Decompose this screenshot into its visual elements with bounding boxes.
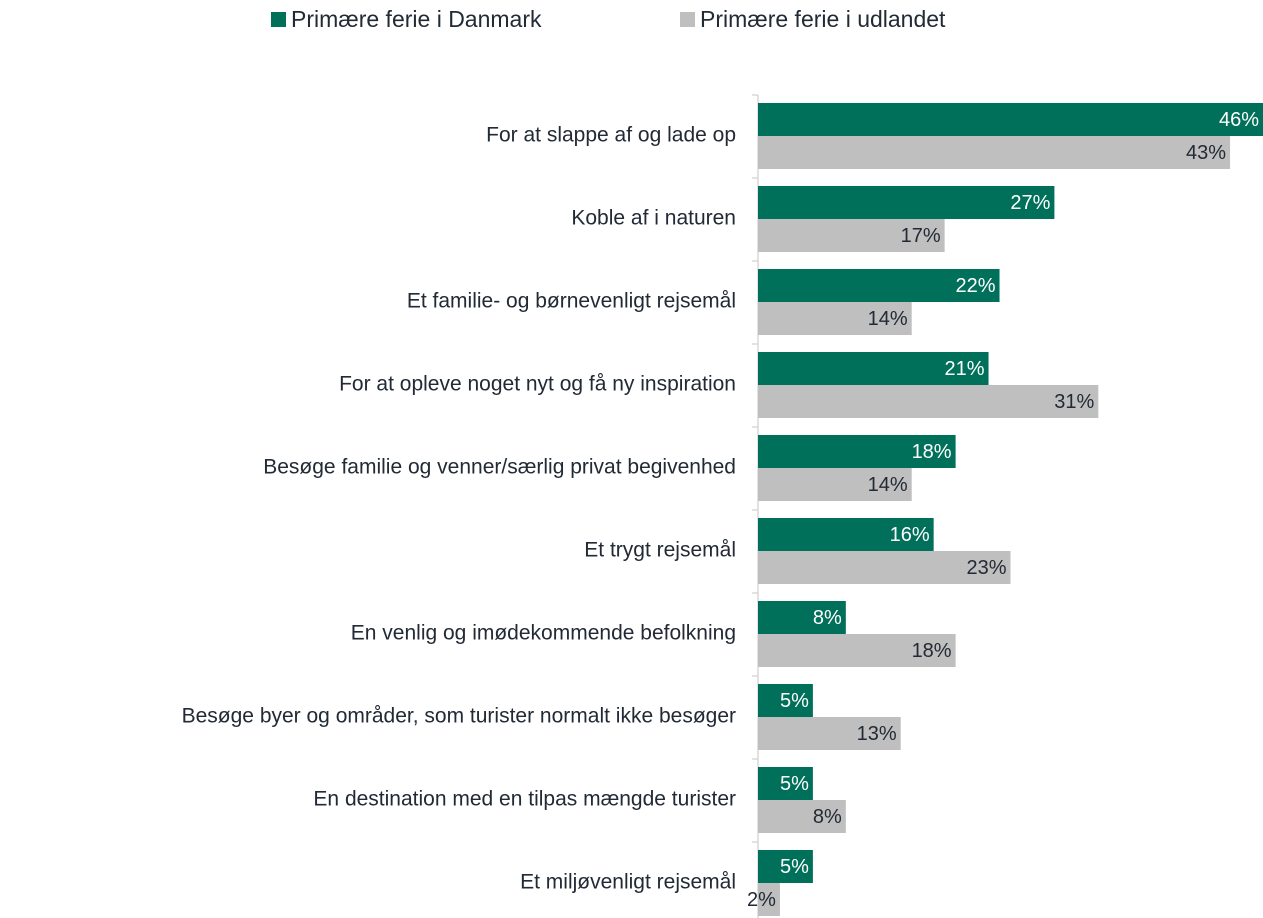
value-label: 22% bbox=[955, 275, 995, 297]
bar bbox=[758, 385, 1099, 418]
legend-swatch bbox=[271, 12, 286, 27]
bar bbox=[758, 601, 846, 634]
bar bbox=[758, 219, 945, 252]
category-label: Koble af i naturen bbox=[571, 207, 736, 230]
value-label: 5% bbox=[780, 690, 809, 712]
bar bbox=[758, 634, 956, 667]
bar bbox=[758, 468, 912, 501]
bar bbox=[758, 883, 780, 916]
value-label: 27% bbox=[1010, 192, 1050, 214]
bar bbox=[758, 302, 912, 335]
value-label: 8% bbox=[813, 607, 842, 629]
value-label: 13% bbox=[857, 723, 897, 745]
legend-swatch bbox=[680, 12, 695, 27]
bar bbox=[758, 551, 1011, 584]
bar bbox=[758, 800, 846, 833]
value-label: 46% bbox=[1219, 109, 1259, 131]
bar bbox=[758, 352, 989, 385]
bar bbox=[758, 684, 813, 717]
bar bbox=[758, 850, 813, 883]
value-label: 5% bbox=[780, 856, 809, 878]
category-label: Et trygt rejsemål bbox=[584, 539, 736, 562]
bar bbox=[758, 186, 1055, 219]
value-label: 18% bbox=[912, 640, 952, 662]
category-label: Et familie- og børnevenligt rejsemål bbox=[407, 290, 736, 313]
bar bbox=[758, 269, 1000, 302]
bar bbox=[758, 103, 1263, 136]
bar bbox=[758, 767, 813, 800]
category-label: En venlig og imødekommende befolkning bbox=[351, 622, 736, 645]
value-label: 31% bbox=[1054, 391, 1094, 413]
category-label: For at opleve noget nyt og få ny inspira… bbox=[339, 373, 736, 396]
legend-label: Primære ferie i Danmark bbox=[291, 6, 542, 32]
value-label: 23% bbox=[966, 557, 1006, 579]
bar bbox=[758, 518, 934, 551]
value-label: 16% bbox=[890, 524, 930, 546]
category-label: For at slappe af og lade op bbox=[486, 124, 736, 147]
bar bbox=[758, 717, 901, 750]
category-label: Besøge byer og områder, som turister nor… bbox=[182, 705, 736, 728]
value-label: 18% bbox=[912, 441, 952, 463]
legend-label: Primære ferie i udlandet bbox=[700, 6, 946, 32]
category-label: Besøge familie og venner/særlig privat b… bbox=[263, 456, 736, 479]
category-label: Et miljøvenligt rejsemål bbox=[520, 871, 736, 894]
value-label: 21% bbox=[945, 358, 985, 380]
bar bbox=[758, 435, 956, 468]
value-label: 14% bbox=[868, 474, 908, 496]
value-label: 2% bbox=[747, 889, 776, 911]
value-label: 14% bbox=[868, 308, 908, 330]
value-label: 43% bbox=[1186, 142, 1226, 164]
bar bbox=[758, 136, 1231, 169]
category-label: En destination med en tilpas mængde turi… bbox=[313, 788, 736, 811]
value-label: 5% bbox=[780, 773, 809, 795]
value-label: 8% bbox=[813, 806, 842, 828]
value-label: 17% bbox=[901, 225, 941, 247]
